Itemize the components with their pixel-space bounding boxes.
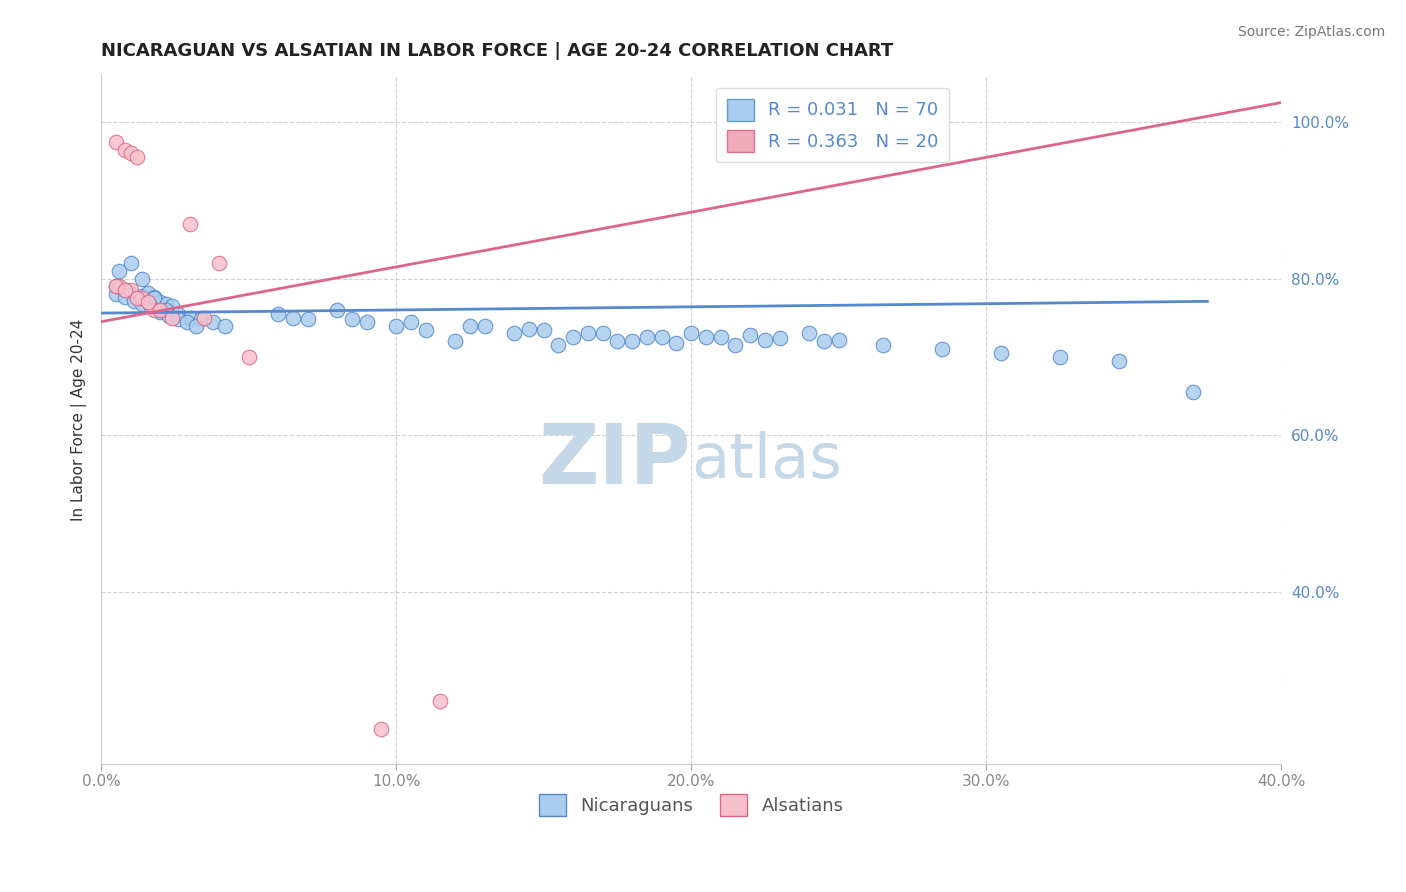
Point: [621, 334, 644, 349]
Point: [399, 316, 422, 330]
Point: [267, 307, 290, 321]
Point: [155, 296, 177, 310]
Point: [179, 217, 201, 231]
Point: [754, 333, 776, 347]
Point: [872, 338, 894, 352]
Point: [340, 312, 363, 326]
Text: Source: ZipAtlas.com: Source: ZipAtlas.com: [1237, 25, 1385, 39]
Legend: Nicaraguans, Alsatians: Nicaraguans, Alsatians: [531, 787, 851, 823]
Point: [108, 264, 131, 278]
Point: [166, 307, 188, 321]
Point: [562, 330, 585, 344]
Point: [114, 143, 136, 157]
Point: [740, 328, 762, 343]
Point: [114, 290, 136, 304]
Point: [131, 296, 153, 310]
Point: [710, 329, 733, 343]
Point: [104, 279, 127, 293]
Point: [1108, 354, 1130, 368]
Point: [576, 326, 599, 341]
Point: [281, 310, 304, 325]
Point: [176, 316, 198, 330]
Point: [665, 335, 688, 350]
Point: [184, 318, 207, 333]
Point: [131, 291, 153, 305]
Point: [122, 293, 145, 308]
Point: [1181, 385, 1204, 400]
Point: [606, 334, 628, 349]
Point: [125, 291, 148, 305]
Point: [160, 299, 183, 313]
Point: [149, 304, 172, 318]
Point: [149, 302, 172, 317]
Point: [202, 315, 225, 329]
Text: ZIP: ZIP: [538, 420, 692, 501]
Point: [547, 338, 569, 352]
Point: [214, 318, 236, 333]
Point: [415, 322, 437, 336]
Point: [131, 271, 153, 285]
Point: [155, 302, 177, 317]
Point: [193, 310, 215, 325]
Point: [157, 310, 180, 324]
Point: [695, 329, 717, 343]
Point: [238, 350, 260, 364]
Point: [429, 694, 451, 708]
Point: [797, 326, 820, 341]
Point: [166, 312, 188, 326]
Point: [517, 322, 540, 336]
Point: [179, 310, 201, 325]
Point: [370, 722, 392, 736]
Point: [1049, 350, 1071, 364]
Point: [114, 284, 136, 298]
Point: [120, 256, 142, 270]
Point: [681, 326, 703, 341]
Point: [724, 338, 747, 352]
Point: [120, 287, 142, 301]
Point: [125, 291, 148, 305]
Point: [143, 291, 166, 305]
Point: [503, 326, 526, 341]
Point: [297, 312, 319, 326]
Point: [533, 322, 555, 336]
Point: [356, 315, 378, 329]
Point: [474, 318, 496, 333]
Point: [114, 284, 136, 298]
Point: [931, 342, 953, 356]
Point: [120, 146, 142, 161]
Point: [104, 135, 127, 149]
Point: [104, 287, 127, 301]
Point: [385, 318, 408, 333]
Point: [136, 295, 159, 310]
Point: [160, 310, 183, 325]
Point: [131, 289, 153, 303]
Point: [141, 300, 163, 314]
Point: [827, 333, 849, 347]
Text: NICARAGUAN VS ALSATIAN IN LABOR FORCE | AGE 20-24 CORRELATION CHART: NICARAGUAN VS ALSATIAN IN LABOR FORCE | …: [101, 42, 893, 60]
Point: [768, 331, 790, 345]
Point: [592, 326, 614, 341]
Point: [813, 334, 835, 349]
Point: [208, 256, 231, 270]
Point: [108, 279, 131, 293]
Point: [143, 290, 166, 304]
Point: [125, 150, 148, 164]
Point: [104, 279, 127, 293]
Point: [120, 284, 142, 298]
Point: [143, 302, 166, 317]
Text: atlas: atlas: [692, 431, 842, 491]
Point: [990, 346, 1012, 360]
Point: [636, 330, 658, 344]
Point: [444, 334, 467, 349]
Point: [458, 318, 481, 333]
Point: [149, 295, 172, 310]
Point: [136, 285, 159, 300]
Point: [326, 302, 349, 317]
Point: [190, 312, 212, 326]
Y-axis label: In Labor Force | Age 20-24: In Labor Force | Age 20-24: [72, 318, 87, 521]
Point: [651, 330, 673, 344]
